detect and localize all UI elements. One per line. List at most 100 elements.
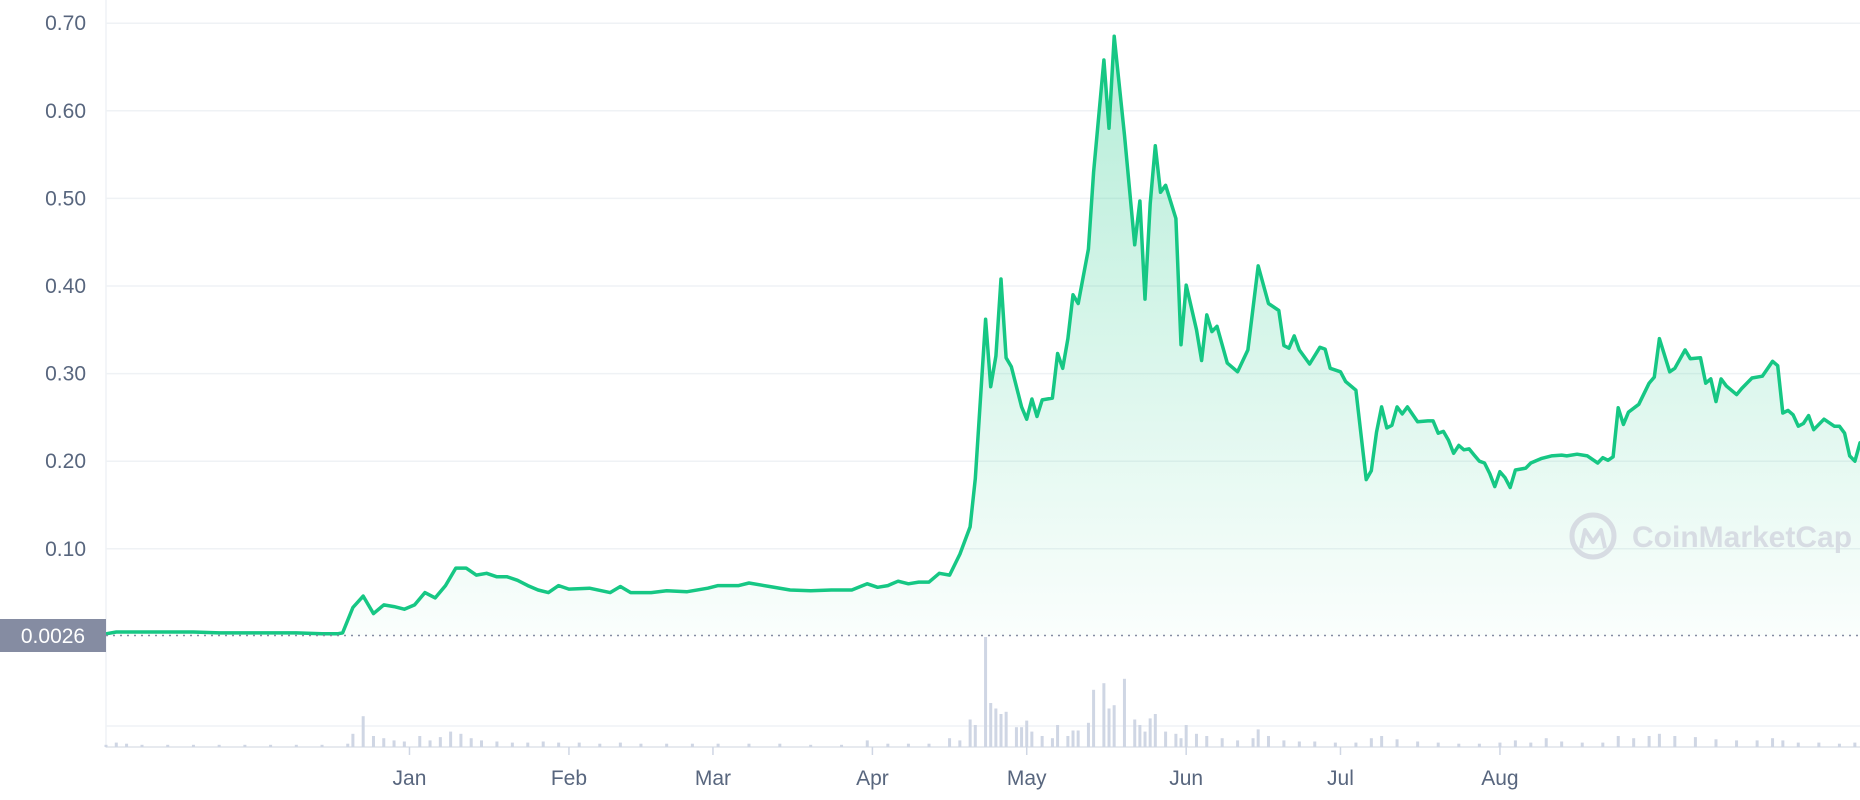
x-tick-label: Feb: [551, 767, 587, 790]
volume-bar: [371, 736, 375, 747]
volume-bar: [1143, 731, 1147, 747]
y-tick-label: 0.60: [45, 100, 86, 123]
x-tick-label: Jan: [393, 767, 427, 790]
volume-bar: [665, 743, 669, 747]
volume-bar: [1601, 742, 1605, 747]
volume-bar: [1771, 738, 1775, 747]
y-axis: 0.70 0.60 0.50 0.40 0.30 0.20 0.10: [45, 12, 86, 561]
volume-bar: [294, 744, 298, 747]
volume-bar: [1416, 741, 1420, 747]
volume-bar: [1153, 714, 1157, 747]
volume-bar: [392, 740, 396, 747]
volume-bar: [577, 742, 581, 747]
volume-bar: [1030, 731, 1034, 747]
volume-bar: [269, 744, 273, 747]
volume-bar: [1673, 736, 1677, 747]
volume-bar: [984, 637, 988, 747]
volume-bar: [1107, 708, 1111, 747]
volume-bar: [1616, 736, 1620, 747]
coinmarketcap-logo-icon: [1569, 512, 1617, 560]
volume-bar: [1853, 742, 1857, 747]
volume-bar: [1436, 742, 1440, 747]
volume-bar: [958, 740, 962, 747]
volume-bar: [1174, 733, 1178, 747]
volume-bar: [361, 716, 365, 747]
volume-bar: [495, 741, 499, 747]
volume-bar: [1112, 705, 1116, 747]
volume-bar: [618, 742, 622, 747]
price-area-fill: [106, 36, 1860, 637]
volume-bars: [104, 637, 1857, 747]
volume-bar: [469, 738, 473, 747]
volume-bar: [1164, 731, 1168, 747]
volume-bar: [1544, 738, 1548, 747]
volume-bar: [1333, 742, 1337, 747]
x-tick-label: Jul: [1327, 767, 1354, 790]
watermark-text: CoinMarketCap: [1632, 521, 1852, 554]
x-tick-label: Aug: [1481, 767, 1518, 790]
volume-bar: [459, 733, 463, 747]
y-tick-label: 0.40: [45, 275, 86, 298]
volume-bar: [1796, 742, 1800, 747]
volume-bar: [114, 742, 118, 747]
volume-bar: [541, 741, 545, 747]
y-tick-label: 0.20: [45, 450, 86, 473]
volume-bar: [449, 731, 453, 747]
price-line-group: [104, 34, 1860, 636]
volume-bar: [1632, 738, 1636, 747]
volume-bar: [1236, 740, 1240, 747]
volume-bar: [1004, 711, 1008, 747]
volume-bar: [994, 708, 998, 747]
y-tick-label: 0.30: [45, 363, 86, 386]
volume-bar: [840, 744, 844, 747]
volume-bar: [1457, 743, 1461, 747]
volume-bar: [1693, 737, 1697, 747]
volume-bar: [1647, 736, 1651, 747]
volume-bar: [125, 743, 129, 747]
volume-bar: [948, 738, 952, 747]
volume-bar: [1256, 729, 1260, 747]
volume-bar: [1297, 741, 1301, 747]
volume-bar: [1529, 742, 1533, 747]
volume-bar: [1369, 738, 1373, 747]
volume-bar: [1092, 689, 1096, 747]
volume-bar: [1735, 740, 1739, 747]
x-axis: Jan Feb Mar Apr May Jun Jul Aug: [393, 747, 1519, 790]
volume-bar: [1313, 741, 1317, 747]
current-price-marker: 0.0026: [0, 619, 1860, 652]
volume-bar: [479, 740, 483, 747]
volume-bar: [639, 743, 643, 747]
volume-bar: [690, 743, 694, 747]
volume-bar: [1133, 719, 1137, 747]
volume-bar: [1755, 740, 1759, 747]
volume-bar: [886, 743, 890, 747]
y-tick-label: 0.50: [45, 187, 86, 210]
volume-bar: [809, 744, 813, 747]
volume-bar: [1138, 725, 1142, 747]
volume-bar: [1837, 743, 1841, 747]
volume-bar: [1014, 727, 1018, 747]
x-tick-label: Jun: [1169, 767, 1203, 790]
y-tick-label: 0.70: [45, 12, 86, 35]
volume-bar: [1184, 725, 1188, 747]
volume-bar: [1251, 738, 1255, 747]
volume-bar: [1580, 742, 1584, 747]
volume-bar: [1056, 725, 1060, 747]
volume-bar: [346, 743, 350, 747]
volume-bar: [1071, 730, 1075, 747]
volume-bar: [968, 719, 972, 747]
price-area: [106, 36, 1860, 637]
volume-bar: [140, 744, 144, 747]
volume-bar: [1220, 738, 1224, 747]
volume-bar: [1076, 730, 1080, 747]
x-tick-label: May: [1007, 767, 1047, 790]
volume-bar: [191, 744, 195, 747]
volume-bar: [1050, 738, 1054, 747]
volume-bar: [418, 736, 422, 747]
volume-bar: [320, 744, 324, 747]
volume-bar: [166, 744, 170, 747]
volume-bar: [1513, 740, 1517, 747]
volume-bar: [1498, 742, 1502, 747]
volume-bar: [865, 740, 869, 747]
